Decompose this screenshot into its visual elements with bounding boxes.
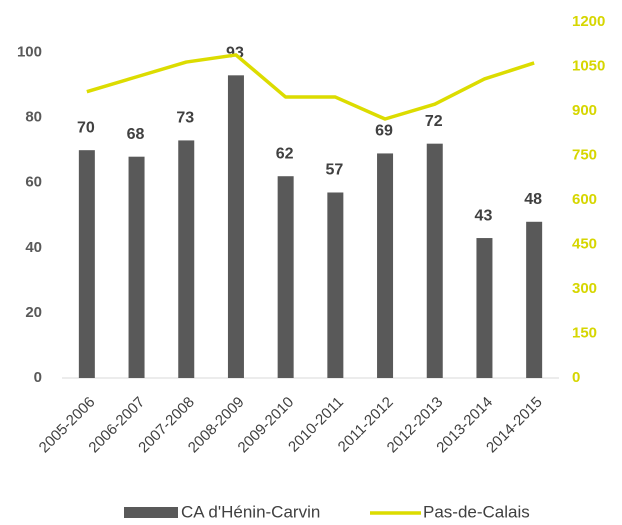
bar [526, 221, 543, 378]
bar [277, 176, 294, 378]
value-label: 43 [475, 207, 493, 224]
y2-tick-label: 1050 [572, 57, 605, 74]
bar [128, 156, 145, 378]
bar [178, 140, 195, 378]
y2-tick-label: 1200 [572, 13, 605, 30]
y2-tick-label: 600 [572, 191, 597, 208]
line [86, 53, 535, 121]
bar [78, 150, 95, 378]
y2-tick-label: 0 [572, 369, 580, 386]
value-label: 48 [524, 191, 542, 208]
legend-label: CA d'Hénin-Carvin [181, 502, 320, 521]
bar [426, 143, 443, 378]
y-tick-label: 0 [34, 369, 42, 386]
value-label: 72 [425, 113, 443, 130]
value-label: 69 [375, 123, 393, 140]
value-label: 73 [176, 110, 194, 127]
y2-tick-label: 150 [572, 324, 597, 341]
value-label: 70 [77, 119, 95, 136]
y-tick-label: 20 [25, 304, 42, 321]
y-tick-label: 80 [25, 109, 42, 126]
y2-tick-label: 750 [572, 146, 597, 163]
bar [476, 238, 493, 378]
value-label: 62 [276, 145, 294, 162]
y2-tick-label: 900 [572, 102, 597, 119]
y-tick-label: 40 [25, 239, 42, 256]
legend-label: Pas-de-Calais [423, 502, 530, 521]
bar [227, 75, 244, 378]
legend-swatch [124, 507, 178, 518]
y2-tick-label: 450 [572, 235, 597, 252]
y-tick-label: 100 [17, 44, 42, 61]
bar [327, 192, 344, 378]
value-label: 57 [325, 162, 343, 179]
bar [377, 153, 394, 378]
y-tick-label: 60 [25, 174, 42, 191]
value-label: 68 [127, 126, 145, 143]
y2-tick-label: 300 [572, 280, 597, 297]
